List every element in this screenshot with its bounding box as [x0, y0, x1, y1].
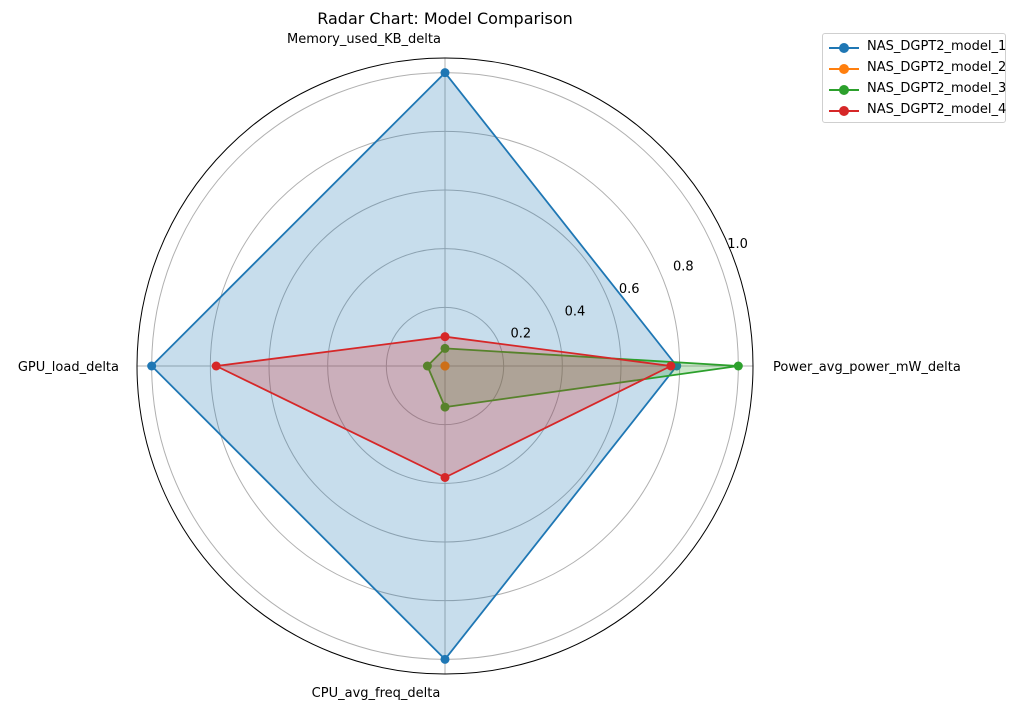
data-point: [422, 361, 432, 371]
data-point: [440, 472, 450, 482]
series-3: [422, 343, 743, 412]
series-2: [440, 361, 450, 371]
data-point: [733, 361, 743, 371]
data-point: [440, 332, 450, 342]
axis-labels: Power_avg_power_mW_delta Memory_used_KB_…: [18, 32, 961, 701]
chart-title: Radar Chart: Model Comparison: [317, 9, 573, 28]
axis-label-cpu: CPU_avg_freq_delta: [312, 686, 441, 701]
r-tick-label: 0.2: [510, 327, 531, 342]
grid: [136, 57, 754, 675]
legend-label: NAS_DGPT2_model_3: [867, 81, 1007, 96]
legend-marker: [839, 43, 849, 53]
radial-tick-labels: 0.2 0.4 0.6 0.8 1.0: [510, 237, 747, 342]
axis-label-memory: Memory_used_KB_delta: [287, 32, 441, 47]
legend: NAS_DGPT2_model_1 NAS_DGPT2_model_2 NAS_…: [822, 33, 1006, 123]
legend-label: NAS_DGPT2_model_1: [867, 39, 1007, 54]
series-area: [151, 72, 677, 660]
axis-label-power: Power_avg_power_mW_delta: [773, 360, 961, 375]
r-tick-label: 0.6: [619, 282, 640, 297]
r-tick-label: 0.8: [673, 259, 694, 274]
legend-label: NAS_DGPT2_model_2: [867, 60, 1007, 75]
data-point: [211, 361, 221, 371]
r-tick-label: 0.4: [565, 304, 586, 319]
data-point: [147, 361, 157, 371]
series-area: [216, 336, 671, 478]
r-tick-label: 1.0: [727, 237, 748, 252]
data-point: [440, 654, 450, 664]
series-area: [427, 348, 739, 408]
axis-label-gpu: GPU_load_delta: [18, 360, 119, 375]
data-point: [440, 361, 450, 371]
legend-label: NAS_DGPT2_model_4: [867, 102, 1007, 117]
series-1: [147, 68, 682, 664]
series-layer: [147, 68, 743, 664]
legend-marker: [839, 85, 849, 95]
legend-marker: [839, 106, 849, 116]
series-4: [211, 332, 676, 482]
polar-frame: [136, 57, 754, 675]
data-point: [440, 68, 450, 78]
legend-marker: [839, 64, 849, 74]
data-point: [440, 402, 450, 412]
data-point: [666, 361, 676, 371]
data-point: [440, 343, 450, 353]
